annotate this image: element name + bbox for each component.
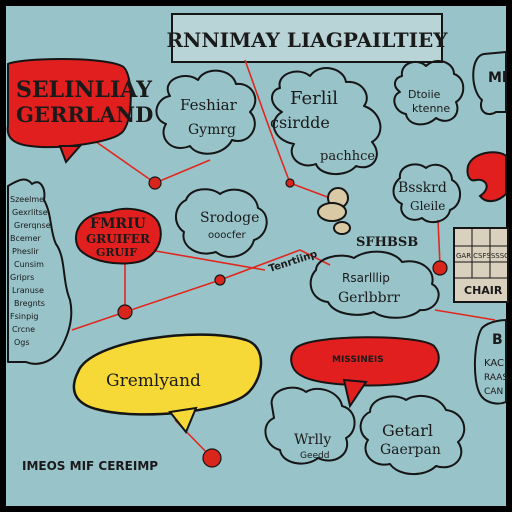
- connector-lines: [61, 59, 496, 459]
- red-oval-right-text: MISSINEIS: [332, 355, 384, 365]
- cloud-fashion-line1: Feshiar: [180, 96, 238, 114]
- cloud-top-right-line1: Dtoiie: [408, 88, 441, 101]
- map-label: Szeelme: [10, 195, 44, 204]
- cloud-bottom-left-line1: Wrlly: [294, 432, 331, 448]
- bubble-left-red-line3: GRUIF: [96, 246, 137, 259]
- map-label: Gexrlitse: [12, 208, 48, 217]
- title-banner: RNNIMAY LIAGPAILTIEY: [166, 13, 448, 63]
- cloud-top-right: Dtoiie ktenne: [393, 59, 465, 126]
- bubble-top-left-line1: SELINLIAY: [16, 77, 152, 103]
- table-panel-line1: GARICSFSSSSC: [456, 252, 509, 260]
- cloud-fashion: Feshiar Gymrg: [155, 69, 257, 155]
- cloud-mid-line1: Rsarlllip: [342, 271, 390, 285]
- map-label: Grerqnse: [14, 221, 51, 230]
- bubble-left-red-line2: GRUIFER: [86, 232, 151, 246]
- cloud-bottom-left-line2: Geedd: [300, 451, 329, 461]
- cloud-right-beige-line1: Bsskrd: [398, 180, 447, 196]
- cloud-center-top-line2: csirdde: [270, 113, 330, 132]
- cloud-center-beige: Srodoge ooocfer: [175, 188, 268, 258]
- bubble-left-red-circle: FMRIU GRUIFER GRUIF: [75, 207, 162, 265]
- map-label: Fsinpig: [10, 312, 38, 321]
- cloud-bottom-left: Wrlly Geedd: [264, 386, 356, 465]
- map-label: Cunsim: [14, 260, 44, 269]
- bubble-far-right-white: Ml: [472, 51, 507, 116]
- panel-right-edge-line3: RAAS: [484, 373, 508, 383]
- cloud-bottom-right-line2: Gaerpan: [380, 442, 441, 458]
- bubble-left-red-line1: FMRIU: [90, 216, 146, 232]
- cloud-center-top-line1: Ferlil: [290, 88, 338, 109]
- bubble-top-left-line2: GERRLAND: [16, 102, 153, 127]
- connector-dots: [117, 176, 448, 468]
- cloud-bottom-right-line1: Getarl: [382, 421, 433, 440]
- bubble-far-right-text: Ml: [488, 70, 507, 86]
- table-panel-line2: CHAIR: [464, 284, 503, 297]
- footer-caption: IMEOS MIF CEREIMP: [22, 459, 158, 473]
- mid-top-label: SFHBSB: [356, 235, 418, 250]
- panel-right-edge-line1: B: [492, 332, 503, 348]
- node-dot: [432, 260, 448, 276]
- cloud-mid: Rsarlllip Gerlbbrr: [309, 250, 440, 319]
- node-dot: [148, 176, 162, 190]
- map-label: Lranuse: [12, 286, 44, 295]
- bubble-top-left-red: SELINLIAY GERRLAND: [6, 58, 153, 164]
- map-region-left: Szeelme Gexrlitse Grerqnse Bcemer Pheslir Cun…: [7, 178, 73, 365]
- yellow-oval-text: Gremlyand: [106, 371, 201, 391]
- cloud-center-top-line3: pachhce: [320, 149, 375, 164]
- cloud-bottom-right: Getarl Gaerpan: [359, 394, 466, 475]
- red-oval-right: MISSINEIS: [290, 336, 440, 409]
- yellow-oval: Gremlyand: [72, 333, 263, 434]
- map-label: Ogs: [14, 338, 30, 347]
- map-label: Crcne: [12, 325, 35, 334]
- cloud-right-beige-line2: Gleile: [410, 199, 445, 213]
- map-label: Griprs: [10, 273, 34, 282]
- node-dot: [202, 448, 222, 468]
- cloud-right-beige: Bsskrd Gleile: [392, 163, 461, 224]
- panel-right-edge-line4: CAN: [484, 387, 503, 397]
- node-dot: [285, 178, 295, 188]
- cloud-mid-line2: Gerlbbrr: [338, 290, 400, 306]
- map-label: Bregnts: [14, 299, 45, 308]
- cloud-fashion-line2: Gymrg: [188, 122, 236, 138]
- small-figure-icon: [317, 187, 351, 235]
- map-label-list: Szeelme Gexrlitse Grerqnse Bcemer Pheslir Cun…: [10, 195, 51, 347]
- title-text: RNNIMAY LIAGPAILTIEY: [166, 28, 448, 52]
- table-panel-right: GARICSFSSSSC CHAIR: [453, 227, 509, 303]
- node-dot: [117, 304, 133, 320]
- red-swoosh-right: [466, 151, 507, 202]
- cloud-center-beige-line2: ooocfer: [208, 230, 247, 241]
- node-dot: [214, 274, 226, 286]
- panel-right-edge-line2: KAC: [484, 358, 504, 369]
- cloud-center-top: Ferlil csirdde pachhce: [270, 67, 382, 175]
- map-label: Bcemer: [10, 234, 42, 243]
- panel-right-edge: B KAC RAAS CAN: [473, 319, 508, 405]
- cloud-top-right-line2: ktenne: [412, 102, 450, 115]
- cloud-center-beige-line1: Srodoge: [200, 210, 259, 226]
- map-label: Pheslir: [12, 247, 39, 256]
